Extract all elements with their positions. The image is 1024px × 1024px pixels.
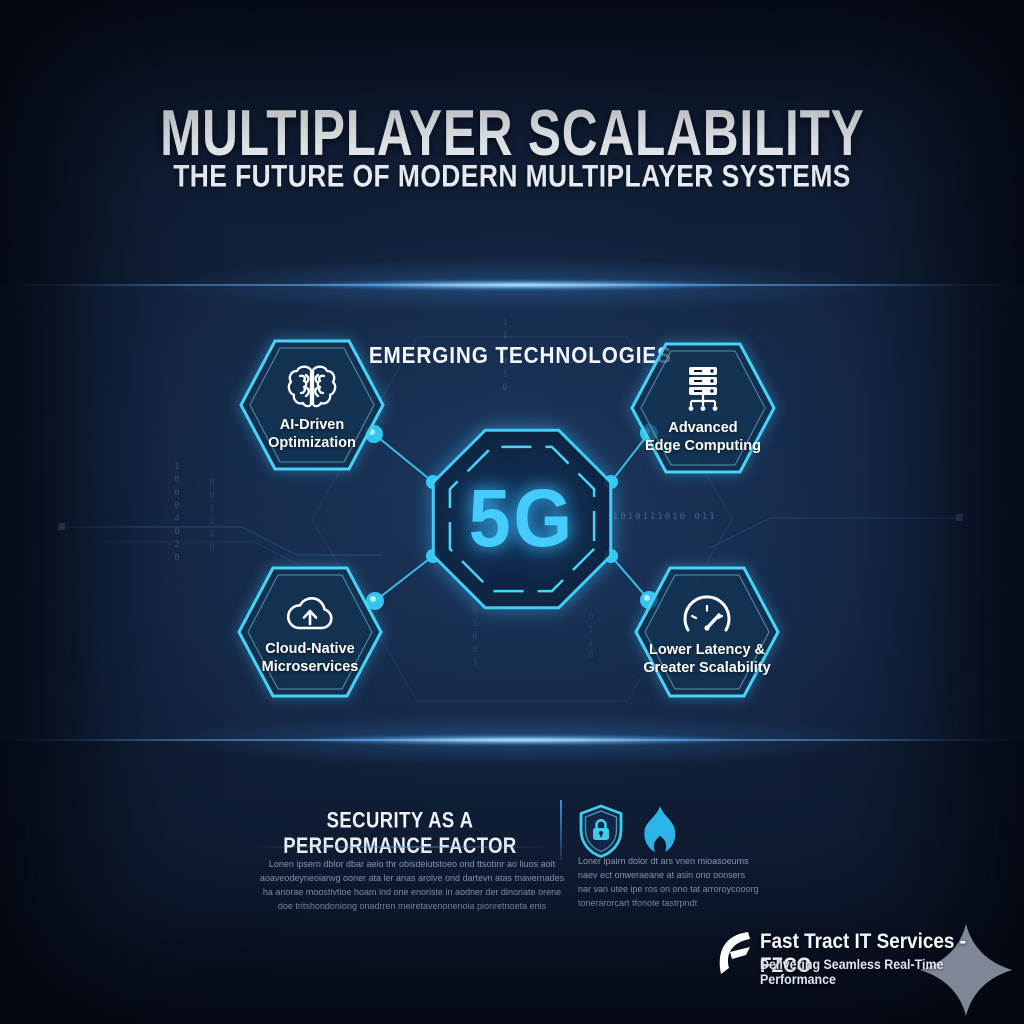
5g-label-text: 5G	[468, 473, 576, 564]
binary-column: 001140	[207, 478, 217, 556]
octagon-frame	[431, 428, 613, 610]
security-vertical-divider	[560, 800, 562, 860]
hexagon-frame	[634, 566, 780, 698]
diamond-star-watermark	[918, 922, 1014, 1018]
hex-node-lower-latency-greater-scalability: Lower Latency & Greater Scalability	[632, 564, 782, 700]
hex-label: Advanced Edge Computing	[645, 419, 761, 454]
hexagon-frame	[237, 566, 383, 698]
security-paragraph-left: Lonen ipsern dblor dbar aeio thr obisdei…	[259, 859, 565, 911]
hex-content: AI-Driven Optimization	[237, 337, 387, 473]
shield-lock-icon	[576, 803, 626, 864]
fast-tract-logo-icon	[708, 928, 756, 980]
central-5g-octagon: 5G	[422, 419, 622, 619]
security-heading-underline	[245, 846, 555, 848]
security-paragraph-right: Loner ipairn dolor dt ars vnen mioasoeum…	[578, 856, 759, 908]
binary-column: 10004020	[172, 462, 182, 566]
speedometer-icon	[683, 595, 731, 632]
section-heading-emerging-technologies: EMERGING TECHNOLOGIES	[320, 342, 720, 369]
hex-content: Lower Latency & Greater Scalability	[632, 564, 782, 700]
hex-content: Advanced Edge Computing	[628, 340, 778, 476]
emerging-heading-text: EMERGING TECHNOLOGIES	[368, 342, 672, 368]
footer-tagline-text: Delivering Seamless Real-Time Performanc…	[760, 957, 944, 987]
glow-core	[300, 280, 740, 290]
page-title-text: MULTIPLAYER SCALABILITY	[159, 97, 865, 170]
glow-divider-bottom	[0, 713, 1024, 767]
section-heading-security: SECURITY AS A PERFORMANCE FACTOR	[245, 808, 555, 859]
footer-company-name: Fast Tract IT Services - FZCO	[760, 930, 1024, 978]
page-subtitle-text: THE FUTURE OF MODERN MULTIPLAYER SYSTEMS	[173, 159, 851, 194]
hex-label: Cloud-Native Microservices	[261, 640, 359, 675]
page-subtitle: THE FUTURE OF MODERN MULTIPLAYER SYSTEMS	[0, 159, 1024, 194]
cloud-upload-icon	[286, 596, 333, 630]
security-heading-text: SECURITY AS A PERFORMANCE FACTOR	[283, 808, 517, 859]
hex-node-cloud-native-microservices: Cloud-Native Microservices	[235, 564, 385, 700]
page-title: MULTIPLAYER SCALABILITY	[0, 97, 1024, 170]
5g-label: 5G	[422, 419, 622, 619]
hex-label: Lower Latency & Greater Scalability	[643, 641, 771, 676]
binary-column: 01001	[470, 606, 480, 671]
binary-row: 011010111010 011	[598, 512, 717, 522]
hex-node-advanced-edge-computing: Advanced Edge Computing	[628, 340, 778, 476]
hexagon-frame	[239, 339, 385, 471]
hex-content: Cloud-Native Microservices	[235, 564, 385, 700]
footer-company-text: Fast Tract IT Services - FZCO	[760, 930, 966, 977]
binary-column: 110010	[500, 318, 510, 396]
hex-label: AI-Driven Optimization	[268, 416, 356, 451]
binary-column: 0110	[586, 612, 596, 664]
glow-core	[300, 735, 740, 745]
footer-tagline: Delivering Seamless Real-Time Performanc…	[760, 957, 1024, 989]
hex-node-ai-driven-optimization: AI-Driven Optimization	[237, 337, 387, 473]
brain-icon	[287, 365, 337, 408]
glow-divider-top	[0, 258, 1024, 312]
server-icon	[688, 366, 718, 411]
flame-icon	[638, 804, 684, 863]
